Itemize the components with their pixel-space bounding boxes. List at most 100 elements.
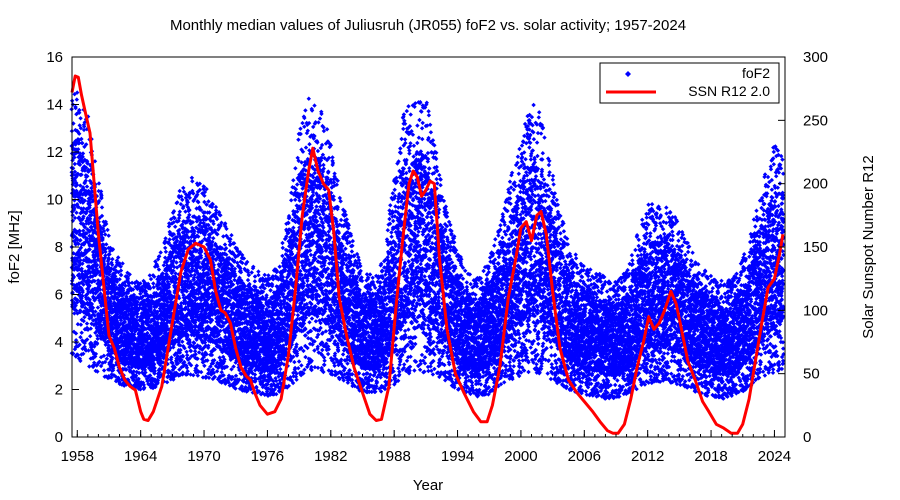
fof2-point [78,322,84,327]
fof2-point [158,250,163,255]
fof2-point [99,193,104,198]
fof2-point [73,175,78,180]
fof2-point [76,272,82,277]
fof2-point [85,282,90,287]
fof2-point [80,261,85,266]
fof2-point [91,294,96,299]
fof2-point [89,321,94,326]
fof2-point [77,108,82,113]
fof2-point [183,209,188,214]
fof2-point [84,237,89,242]
fof2-point [105,275,110,280]
fof2-point [104,221,109,227]
fof2-point [77,263,82,268]
fof2-point [100,226,106,231]
fof2-point [86,188,91,194]
fof2-point [106,261,111,267]
fof2-point [77,229,82,234]
fof2-point [79,136,84,142]
fof2-point [87,216,93,221]
fof2-point [87,205,92,210]
fof2-point [75,352,81,358]
fof2-point [106,255,111,261]
fof2-point [81,228,86,233]
fof2-point [80,151,86,156]
fof2-point [86,264,92,269]
fof2-point [75,258,81,263]
fof2-point [181,185,186,191]
fof2-point [96,198,102,204]
fof2-point [71,121,76,126]
fof2-point [72,155,77,160]
fof2-point [78,245,84,250]
fof2-point [85,337,90,342]
fof2-point [106,233,111,238]
fof2-point [101,353,107,358]
fof2-point [87,283,92,288]
fof2-point [77,309,82,315]
fof2-point [78,238,83,243]
fof2-point [89,315,94,320]
fof2-point [84,325,90,331]
fof2-point [105,287,111,292]
fof2-scatter-series [69,90,786,401]
fof2-point [80,288,85,293]
fof2-point [96,278,101,283]
fof2-point [94,341,100,347]
fof2-point [95,262,100,268]
fof2-point [72,161,77,167]
fof2-point [83,348,89,353]
fof2-point [99,205,105,210]
fof2-point [88,334,93,339]
fof2-point [96,181,102,186]
fof2-point [222,242,228,247]
fof2-point [99,323,104,328]
fof2-point [86,221,91,226]
fof2-point [95,333,100,338]
fof2-point [87,203,92,208]
fof2-point [177,188,182,194]
fof2-point [93,309,98,314]
fof2-point [84,231,89,236]
fof2-point [82,315,87,320]
fof2-point [78,206,84,211]
fof2-point [87,229,92,234]
fof2-point [72,198,77,203]
fof2-point [97,287,103,292]
fof2-point [104,242,109,247]
fof2-point [75,322,81,327]
fof2-point [211,236,216,241]
fof2-point [79,266,84,271]
fof2-point [81,214,86,219]
fof2-point [78,335,83,340]
fof2-point [73,296,78,301]
fof2-point [102,359,108,365]
fof2-point [92,249,98,254]
fof2-point [89,224,94,230]
fof2-point [77,110,82,115]
fof2-point [176,212,182,218]
fof2-point [99,326,104,331]
fof2-point [81,242,87,247]
fof2-point [79,330,84,335]
fof2-point [81,232,87,237]
fof2-point [95,287,100,293]
fof2-point [104,267,110,272]
fof2-point [88,162,93,168]
fof2-point [77,247,82,253]
fof2-point [82,124,87,129]
fof2-point [72,92,77,97]
fof2-point [110,256,115,262]
fof2-point [101,242,106,247]
fof2-point [104,356,109,361]
fof2-point [98,327,103,332]
fof2-point [93,368,98,374]
fof2-point [79,268,85,274]
fof2-point [82,120,87,125]
fof2-point [82,225,88,230]
fof2-point [72,215,78,221]
fof2-point [93,259,98,265]
fof2-point [82,198,87,203]
fof2-point [89,343,94,349]
